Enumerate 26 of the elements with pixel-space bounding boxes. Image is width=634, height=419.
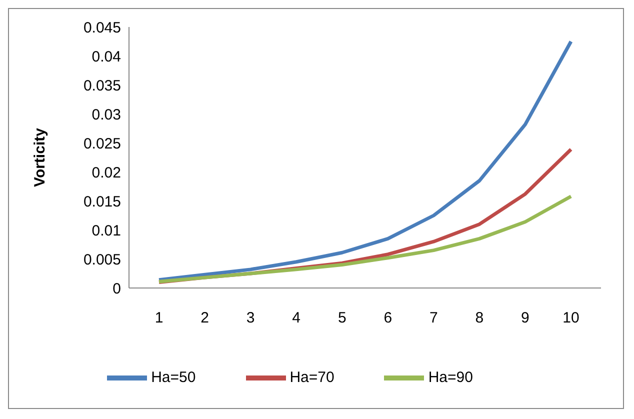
legend-label: Ha=50 (151, 368, 196, 386)
x-tick-label: 6 (384, 310, 392, 327)
line-series (157, 194, 573, 284)
y-tick-label: 0.025 (83, 135, 121, 152)
y-tick-label: 0.045 (83, 19, 121, 36)
x-tick-label: 3 (246, 310, 255, 327)
y-tick-label: 0.03 (92, 106, 121, 124)
y-tick-label: 0 (112, 280, 121, 298)
x-tick-label: 5 (338, 310, 346, 327)
y-tick-label: 0.035 (83, 77, 121, 94)
y-tick-label: 0.02 (92, 164, 121, 182)
x-tick-label: 7 (429, 310, 438, 327)
legend-label: Ha=70 (290, 368, 334, 386)
x-tick-label: 1 (154, 310, 164, 327)
x-tick-label: 4 (292, 310, 301, 327)
x-tick-label: 2 (200, 310, 209, 327)
x-tick-label: 9 (521, 310, 530, 327)
y-axis-title: Vorticity (31, 127, 48, 187)
x-tick-label: 8 (475, 310, 484, 327)
y-tick-label: 0.015 (83, 193, 121, 210)
line-series (157, 40, 573, 282)
legend-label: Ha=90 (428, 368, 473, 386)
y-tick-label: 0.01 (92, 222, 121, 240)
y-tick-label: 0.04 (92, 48, 121, 66)
y-tick-label: 0.005 (83, 251, 121, 268)
x-tick-label: 10 (562, 310, 580, 327)
